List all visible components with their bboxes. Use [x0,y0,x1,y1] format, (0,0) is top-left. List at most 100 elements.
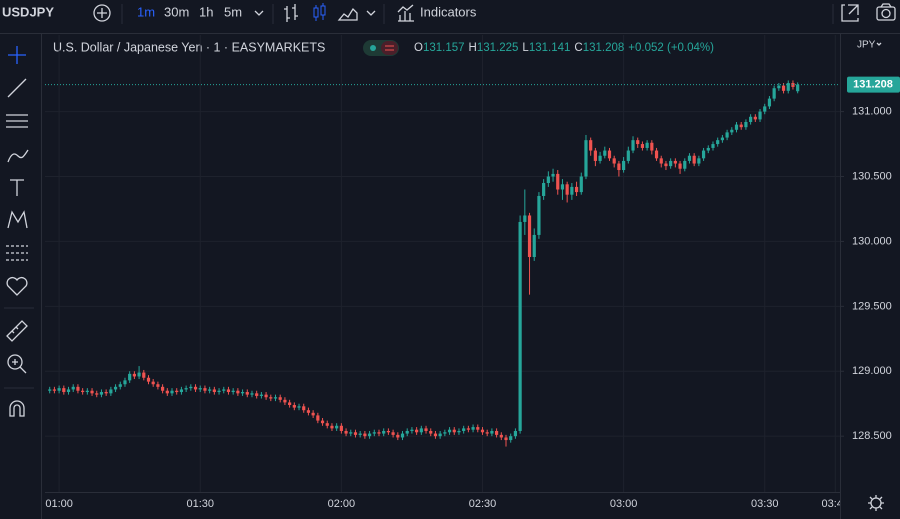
y-tick-label: 130.500 [852,170,892,182]
bar-style[interactable] [284,4,298,22]
candle-body [603,150,607,156]
candle-body [99,392,104,395]
x-tick-label: 03:00 [610,498,638,510]
candle-body [161,386,165,391]
candle-body [692,155,696,164]
brush-tool[interactable] [7,149,29,163]
price-label: 131.208 [853,79,893,91]
candle-body [720,137,724,141]
candle-body [410,429,414,431]
candle-body [363,433,367,437]
fullscreen[interactable] [841,4,859,22]
candle-body [725,132,729,138]
candle-body [222,389,226,391]
axes: 01:00 01:30 02:00 02:30 03:00 03:30 03:45JPY12… [45,34,900,519]
candle-body [278,397,282,400]
candle-body [391,432,395,435]
candle-body [607,150,612,159]
candle-body [339,425,343,431]
candle-body [151,381,155,385]
candle-body [433,433,438,437]
indicators-button[interactable]: Indicators [420,4,477,19]
candle-body [405,430,409,434]
status-toggle[interactable] [381,41,398,55]
candle-body [320,420,325,424]
text-tool[interactable] [10,179,24,196]
top-toolbar: USDJPY 1m 30m 1h 5m Indicators [0,3,900,34]
snapshot[interactable] [876,3,896,21]
candle-body [659,158,663,164]
candle-body [706,147,710,151]
candle-body [231,390,235,393]
candle-body [104,392,108,394]
candle-body [687,155,692,161]
candle-body [424,428,428,431]
candle-body [208,389,212,391]
magnet-tool[interactable] [9,400,25,417]
candle-body [570,186,574,195]
candle-body [113,386,118,390]
candle-body [66,389,71,393]
legend-value: 131.208 [583,42,625,54]
candle-body [217,390,221,393]
interval[interactable]: 1h [199,4,213,19]
y-tick-label: 129.000 [852,365,892,377]
candle-body [198,388,202,390]
zoom-tool[interactable] [7,354,27,374]
candle-body [584,140,588,177]
candle-body [259,394,263,396]
candle-body [523,215,527,222]
candle-body [226,389,231,393]
settings[interactable] [868,495,884,511]
trendline-tool[interactable] [7,78,27,98]
symbol[interactable]: USDJPY [2,4,54,19]
candle-body [645,142,649,148]
legend-label: O [414,42,423,54]
candle-body [137,372,141,377]
candle-body [325,423,329,426]
candle-body [170,390,174,394]
ruler-tool[interactable] [6,320,28,342]
status-icon [385,45,394,51]
style-menu[interactable] [366,10,376,16]
candle-body [781,85,786,91]
favorites[interactable] [6,276,28,296]
candle-style[interactable] [313,3,326,21]
candle-body [179,389,184,393]
candle-body [476,427,480,430]
legend-value: 131.141 [529,42,571,54]
currency-menu[interactable] [876,42,882,46]
candle-body [636,140,640,145]
y-tick-label: 128.500 [852,430,892,442]
currency-label: JPY [857,40,876,51]
chart-title: U.S. Dollar / Japanese Yen · 1 · EASYMAR… [53,40,325,54]
area-style[interactable] [337,7,358,21]
interval-menu[interactable] [254,10,264,16]
candle-body [62,388,66,393]
candle-body [236,390,240,394]
candle-body [560,184,565,190]
candle-body [556,173,560,190]
prediction-tool[interactable] [6,245,28,261]
x-tick-label: 01:30 [186,498,214,510]
crosshair-tool[interactable] [8,46,26,64]
candle-body [452,429,456,433]
candle-body [330,425,334,429]
candle-body [499,434,503,438]
candle-body [311,412,315,416]
interval[interactable]: 30m [164,4,189,19]
interval[interactable]: 5m [224,4,242,19]
pattern-tool[interactable] [7,210,28,229]
candle-body [193,386,198,390]
candle-body [579,176,583,193]
candle-body [292,405,296,408]
indicators-icon[interactable] [397,4,414,22]
candle-body [758,111,762,120]
candle-body [622,160,626,171]
interval[interactable]: 1m [137,4,155,19]
candle-body [654,150,659,159]
fib-tool[interactable] [6,114,28,128]
add-symbol[interactable] [93,4,111,22]
grid [45,35,840,492]
chart-header: U.S. Dollar / Japanese Yen · 1 · EASYMAR… [53,40,399,56]
